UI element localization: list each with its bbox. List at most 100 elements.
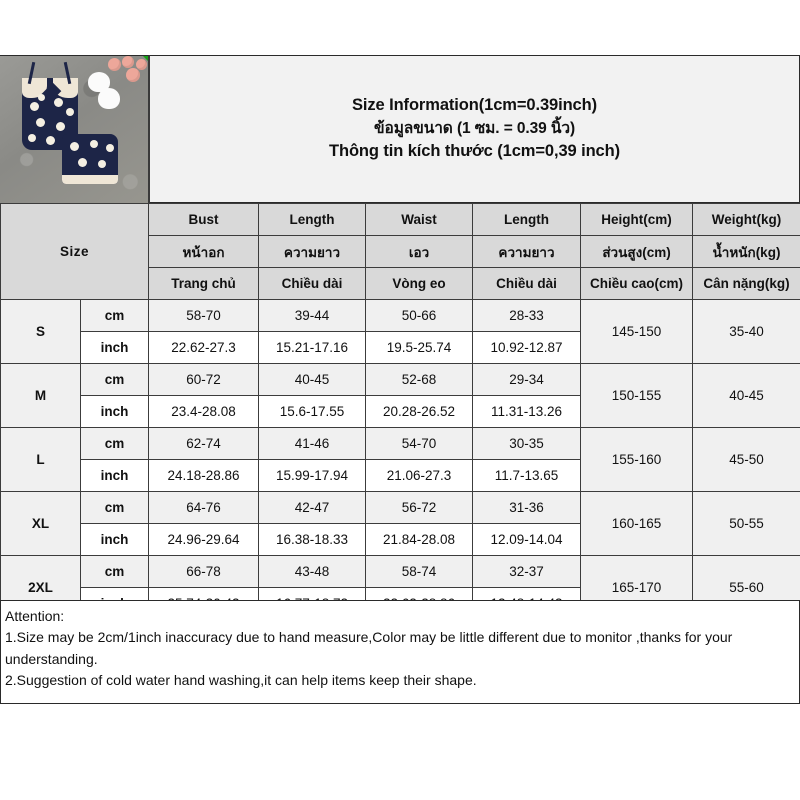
cell-length1-cm: 40-45	[258, 363, 367, 396]
unit-label-cm: cm	[79, 427, 150, 460]
unit-label-inch: inch	[79, 523, 150, 556]
cell-height: 160-165	[580, 491, 694, 556]
unit-label-inch: inch	[79, 395, 150, 428]
size-label-l: L	[0, 427, 81, 492]
cell-height: 150-155	[580, 363, 694, 428]
unit-label-cm: cm	[79, 491, 150, 524]
title-english: Size Information(1cm=0.39inch)	[351, 96, 598, 114]
size-label-m: M	[0, 363, 81, 428]
attention-heading: Attention:	[5, 608, 65, 624]
cell-bust-inch: 24.18-28.86	[148, 459, 260, 492]
table-row: inch 22.62-27.3 15.21-17.16 19.5-25.74 1…	[1, 331, 800, 364]
rose-decoration	[136, 59, 147, 70]
table-row: S cm 58-70 39-44 50-66 28-33 145-150 35-…	[0, 299, 800, 364]
rose-decoration	[122, 56, 134, 68]
header-row-vietnamese: Trang chủ Chiều dài Vòng eo Chiều dài Ch…	[1, 267, 800, 300]
header-band: Size Information(1cm=0.39inch) ข้อมูลขนา…	[0, 55, 800, 204]
column-header-waist-th: เอว	[365, 235, 474, 268]
cell-length1-cm: 39-44	[258, 299, 367, 332]
column-header-length2-en: Length	[472, 203, 582, 236]
column-header-waist-en: Waist	[365, 203, 474, 236]
header-row-english: Size Bust Length Waist Length Height(cm)…	[0, 203, 800, 300]
cell-bust-inch: 24.96-29.64	[148, 523, 260, 556]
shorts-lace-hem	[62, 175, 118, 184]
size-label-s: S	[0, 299, 81, 364]
column-header-height-en: Height(cm)	[580, 203, 694, 236]
cell-length2-cm: 31-36	[472, 491, 582, 524]
size-label-xl: XL	[0, 491, 81, 556]
cell-length2-inch: 10.92-12.87	[472, 331, 582, 364]
cell-bust-cm: 62-74	[148, 427, 260, 460]
green-corner-marker	[143, 56, 148, 63]
cell-weight: 40-45	[692, 363, 800, 428]
unit-label-inch: inch	[79, 459, 150, 492]
cell-bust-cm: 64-76	[148, 491, 260, 524]
cell-weight: 50-55	[692, 491, 800, 556]
table-row: M cm 60-72 40-45 52-68 29-34 150-155 40-…	[0, 363, 800, 428]
title-vietnamese: Thông tin kích thước (1cm=0,39 inch)	[329, 142, 620, 161]
unit-label-inch: inch	[79, 331, 150, 364]
column-header-length2-vi: Chiều dài	[472, 267, 582, 300]
rose-decoration	[108, 58, 121, 71]
attention-note-1: 1.Size may be 2cm/1inch inaccuracy due t…	[5, 629, 733, 667]
size-heading: Size	[0, 203, 150, 300]
size-table: Size Bust Length Waist Length Height(cm)…	[0, 203, 800, 620]
cell-height: 155-160	[580, 427, 694, 492]
cell-length1-cm: 43-48	[258, 555, 367, 588]
table-row: inch 24.96-29.64 16.38-18.33 21.84-28.08…	[1, 523, 800, 556]
attention-note-2: 2.Suggestion of cold water hand washing,…	[5, 671, 477, 688]
product-image	[0, 55, 150, 204]
title-thai: ข้อมูลขนาด (1 ซม. = 0.39 นิ้ว)	[373, 119, 576, 137]
cell-length2-cm: 30-35	[472, 427, 582, 460]
column-header-length1-en: Length	[258, 203, 367, 236]
table-row: L cm 62-74 41-46 54-70 30-35 155-160 45-…	[0, 427, 800, 492]
table-row: XL cm 64-76 42-47 56-72 31-36 160-165 50…	[0, 491, 800, 556]
cell-length1-inch: 15.21-17.16	[258, 331, 367, 364]
table-row: 2XL cm 66-78 43-48 58-74 32-37 165-170 5…	[0, 555, 800, 620]
cell-waist-cm: 54-70	[365, 427, 474, 460]
attention-box: Attention: 1.Size may be 2cm/1inch inacc…	[0, 600, 800, 704]
cell-weight: 35-40	[692, 299, 800, 364]
cell-waist-inch: 20.28-26.52	[365, 395, 474, 428]
bra-pad-lower	[98, 88, 120, 109]
column-header-length2-th: ความยาว	[472, 235, 582, 268]
column-header-weight-vi: Cân nặng(kg)	[692, 267, 800, 300]
table-row: inch 24.18-28.86 15.99-17.94 21.06-27.3 …	[1, 459, 800, 492]
cell-length2-cm: 28-33	[472, 299, 582, 332]
bra-pad-upper	[88, 72, 110, 92]
cell-waist-cm: 58-74	[365, 555, 474, 588]
cell-waist-cm: 56-72	[365, 491, 474, 524]
column-header-height-vi: Chiều cao(cm)	[580, 267, 694, 300]
column-header-bust-en: Bust	[148, 203, 260, 236]
column-header-bust-th: หน้าอก	[148, 235, 260, 268]
cell-bust-cm: 66-78	[148, 555, 260, 588]
cell-waist-inch: 19.5-25.74	[365, 331, 474, 364]
header-row-thai: หน้าอก ความยาว เอว ความยาว ส่วนสูง(cm) น…	[1, 235, 800, 268]
cell-length2-inch: 11.7-13.65	[472, 459, 582, 492]
column-header-length1-vi: Chiều dài	[258, 267, 367, 300]
column-header-bust-vi: Trang chủ	[148, 267, 260, 300]
shorts-garment	[62, 134, 118, 184]
cell-bust-inch: 22.62-27.3	[148, 331, 260, 364]
cell-waist-cm: 50-66	[365, 299, 474, 332]
cell-length1-inch: 15.6-17.55	[258, 395, 367, 428]
rose-decoration	[126, 68, 140, 82]
column-header-length1-th: ความยาว	[258, 235, 367, 268]
column-header-weight-th: น้ำหนัก(kg)	[692, 235, 800, 268]
cell-waist-inch: 21.06-27.3	[365, 459, 474, 492]
title-block: Size Information(1cm=0.39inch) ข้อมูลขนา…	[150, 55, 800, 203]
unit-label-cm: cm	[79, 299, 150, 332]
cell-waist-inch: 21.84-28.08	[365, 523, 474, 556]
cell-waist-cm: 52-68	[365, 363, 474, 396]
column-header-waist-vi: Vòng eo	[365, 267, 474, 300]
cell-length2-inch: 12.09-14.04	[472, 523, 582, 556]
table-row: inch 23.4-28.08 15.6-17.55 20.28-26.52 1…	[1, 395, 800, 428]
cell-length1-cm: 42-47	[258, 491, 367, 524]
column-header-height-th: ส่วนสูง(cm)	[580, 235, 694, 268]
column-header-weight-en: Weight(kg)	[692, 203, 800, 236]
cell-length2-cm: 32-37	[472, 555, 582, 588]
cell-length2-inch: 11.31-13.26	[472, 395, 582, 428]
cell-weight: 45-50	[692, 427, 800, 492]
cell-bust-inch: 23.4-28.08	[148, 395, 260, 428]
cell-bust-cm: 60-72	[148, 363, 260, 396]
